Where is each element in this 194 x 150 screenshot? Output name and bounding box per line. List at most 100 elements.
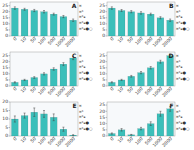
- bar: [128, 12, 135, 36]
- annotation: ¤*ﻌ: [79, 64, 86, 69]
- bar: [70, 135, 77, 136]
- y-tick: [9, 36, 11, 37]
- panel: 05101520250105010050010002000A¤¤*¤*ﻌ¤*ﻌ●…: [2, 2, 93, 48]
- x-tick-label: 2000: [64, 36, 76, 48]
- y-tick-label: 5: [5, 27, 8, 32]
- y-tick-label: 5: [102, 127, 105, 132]
- bar: [70, 58, 77, 86]
- panel-label: A: [72, 2, 77, 9]
- y-tick: [9, 11, 11, 12]
- x-tick-label: 50: [29, 86, 37, 94]
- y-tick-label: 10: [99, 21, 105, 26]
- y-tick-label: 25: [99, 3, 105, 8]
- y-tick: [9, 73, 11, 74]
- error-bar: [43, 73, 45, 75]
- x-tick-label: 10: [117, 36, 125, 44]
- annotation: ¤*: [176, 59, 181, 64]
- y-tick: [9, 67, 11, 68]
- error-bar: [159, 111, 161, 116]
- y-tick-label: 20: [2, 99, 8, 104]
- marks: [11, 56, 76, 86]
- bar: [50, 14, 57, 36]
- y-tick: [9, 5, 11, 6]
- x-tick-label: 0: [12, 136, 18, 142]
- y-tick-label: 0: [5, 33, 8, 38]
- error-bar: [33, 9, 35, 11]
- x-tick-label: 100: [37, 86, 47, 96]
- x-tick-label: 0: [12, 36, 18, 42]
- y-tick: [106, 136, 108, 137]
- x-tick-label: 50: [126, 86, 134, 94]
- error-bar: [159, 60, 161, 63]
- bar: [167, 20, 174, 36]
- x-tick-label: 2000: [161, 86, 173, 98]
- y-tick-label: 0: [5, 133, 8, 138]
- y-tick-label: 5: [102, 27, 105, 32]
- annotation: ¤*ﻌ●○: [176, 126, 190, 131]
- y-tick: [9, 86, 11, 87]
- marks: [108, 106, 173, 136]
- y-tick-label: 0: [102, 83, 105, 88]
- annotation: ¤: [176, 3, 179, 8]
- bar: [157, 18, 164, 36]
- x-tick-label: 100: [37, 136, 47, 146]
- y-tick-label: 5: [5, 125, 8, 130]
- panel: 05101520250105010050010002000C¤¤*¤*ﻌ¤*ﻌ●…: [2, 52, 93, 98]
- y-tick: [106, 17, 108, 18]
- error-bar: [62, 127, 64, 131]
- y-tick-label: 15: [2, 15, 8, 20]
- y-tick: [9, 110, 11, 111]
- y-tick: [9, 29, 11, 30]
- plot-frame: [107, 2, 175, 36]
- panel-label: B: [169, 2, 174, 9]
- bar: [157, 62, 164, 86]
- bar: [41, 12, 48, 36]
- annotation: ¤*ﻌ●○: [79, 26, 93, 31]
- x-tick-label: 1000: [55, 86, 67, 98]
- x-tick-label: 10: [117, 86, 125, 94]
- error-bar: [150, 122, 152, 126]
- error-bar: [33, 77, 35, 79]
- error-bar: [72, 19, 74, 21]
- bar: [70, 20, 77, 36]
- annotation: ¤*ﻌ●: [176, 70, 186, 75]
- y-tick: [106, 67, 108, 68]
- y-tick: [106, 117, 108, 118]
- y-tick-label: 10: [2, 116, 8, 121]
- y-tick: [9, 17, 11, 18]
- error-bar: [121, 79, 123, 80]
- annotation: ¤: [79, 53, 82, 58]
- y-tick-label: 20: [99, 59, 105, 64]
- error-bar: [33, 108, 35, 117]
- plot-frame: [10, 2, 78, 36]
- y-tick: [106, 11, 108, 12]
- x-tick-label: 10: [20, 86, 28, 94]
- y-tick-label: 15: [2, 65, 8, 70]
- error-bar: [53, 114, 55, 121]
- x-tick-label: 10: [117, 136, 125, 144]
- plot-frame: [10, 102, 78, 136]
- marks: [108, 7, 173, 36]
- x-tick-label: 50: [126, 36, 134, 44]
- annotation: ¤*: [79, 109, 84, 114]
- error-bar: [43, 11, 45, 13]
- y-tick-label: 5: [5, 77, 8, 82]
- y-tick: [106, 105, 108, 106]
- x-tick-label: 0: [12, 86, 18, 92]
- y-tick-label: 15: [99, 15, 105, 20]
- y-tick: [9, 119, 11, 120]
- annotation: ¤: [176, 53, 179, 58]
- y-tick: [106, 55, 108, 56]
- x-tick-label: 2000: [64, 86, 76, 98]
- y-tick-label: 20: [99, 9, 105, 14]
- annotation: ¤*: [79, 59, 84, 64]
- x-tick-label: 1000: [152, 86, 164, 98]
- error-bar: [111, 133, 113, 134]
- annotation: ¤*ﻌ: [176, 64, 183, 69]
- annotation: ¤*ﻌ●○: [79, 126, 93, 131]
- annotation: ¤*: [176, 9, 181, 14]
- x-tick-label: 1000: [152, 36, 164, 48]
- panel: 05101520250105010050010002000B¤¤*¤*ﻌ¤*ﻌ●…: [99, 2, 190, 48]
- error-bar: [14, 116, 16, 122]
- error-bar: [53, 13, 55, 15]
